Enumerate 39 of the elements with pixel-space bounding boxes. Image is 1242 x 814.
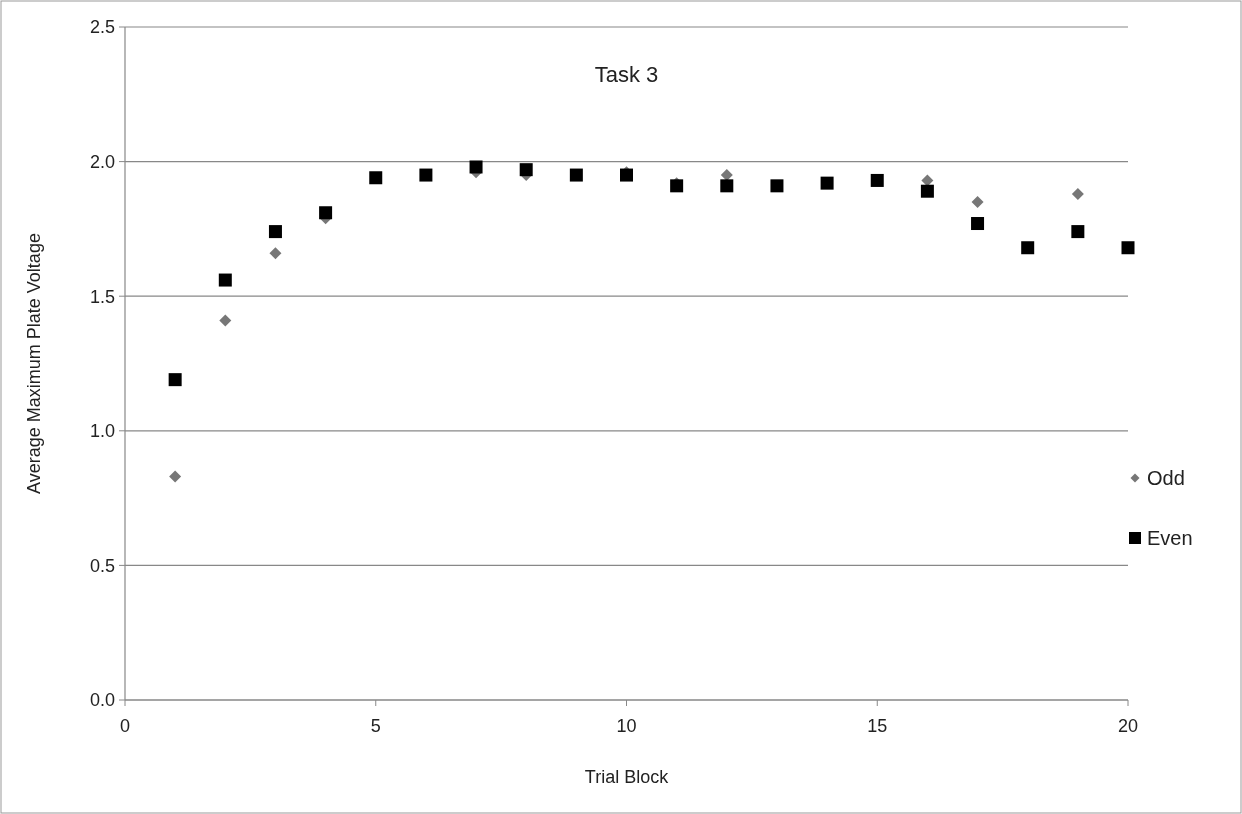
point — [820, 176, 834, 190]
x-axis-title: Trial Block — [584, 767, 670, 787]
y-tick-label: 0.5 — [89, 555, 115, 576]
point — [269, 247, 282, 260]
legend-label: Odd — [1147, 467, 1185, 489]
point — [519, 163, 533, 177]
x-tick-label: 20 — [1117, 716, 1139, 736]
point — [1071, 187, 1084, 200]
point — [720, 179, 734, 193]
point — [218, 273, 232, 287]
point — [1071, 225, 1085, 239]
point — [469, 160, 483, 174]
point — [770, 179, 784, 193]
text: Task 3 — [594, 62, 659, 87]
legend-label: Even — [1147, 527, 1193, 549]
point — [971, 217, 985, 231]
y-tick-label: 2.0 — [89, 151, 115, 172]
y-tick-label: 2.5 — [89, 17, 115, 38]
point — [1121, 241, 1135, 255]
x-tick-label: 15 — [867, 716, 888, 736]
point — [569, 168, 583, 182]
x-tick-label: 10 — [616, 716, 637, 736]
point — [219, 314, 232, 327]
x-tick-label: 5 — [370, 716, 381, 736]
point — [870, 173, 884, 187]
point — [369, 171, 383, 185]
y-tick-label: 1.5 — [89, 286, 115, 307]
point — [268, 225, 282, 239]
point — [169, 470, 182, 483]
point — [168, 373, 182, 387]
point — [1021, 241, 1035, 255]
point — [319, 206, 333, 220]
y-axis-title: Average Maximum Plate Voltage — [24, 233, 44, 494]
y-tick-label: 0.0 — [89, 690, 115, 711]
x-tick-label: 0 — [119, 716, 131, 736]
point — [971, 195, 984, 208]
y-tick-label: 1.0 — [89, 421, 115, 442]
point — [920, 184, 934, 198]
point — [419, 168, 433, 182]
